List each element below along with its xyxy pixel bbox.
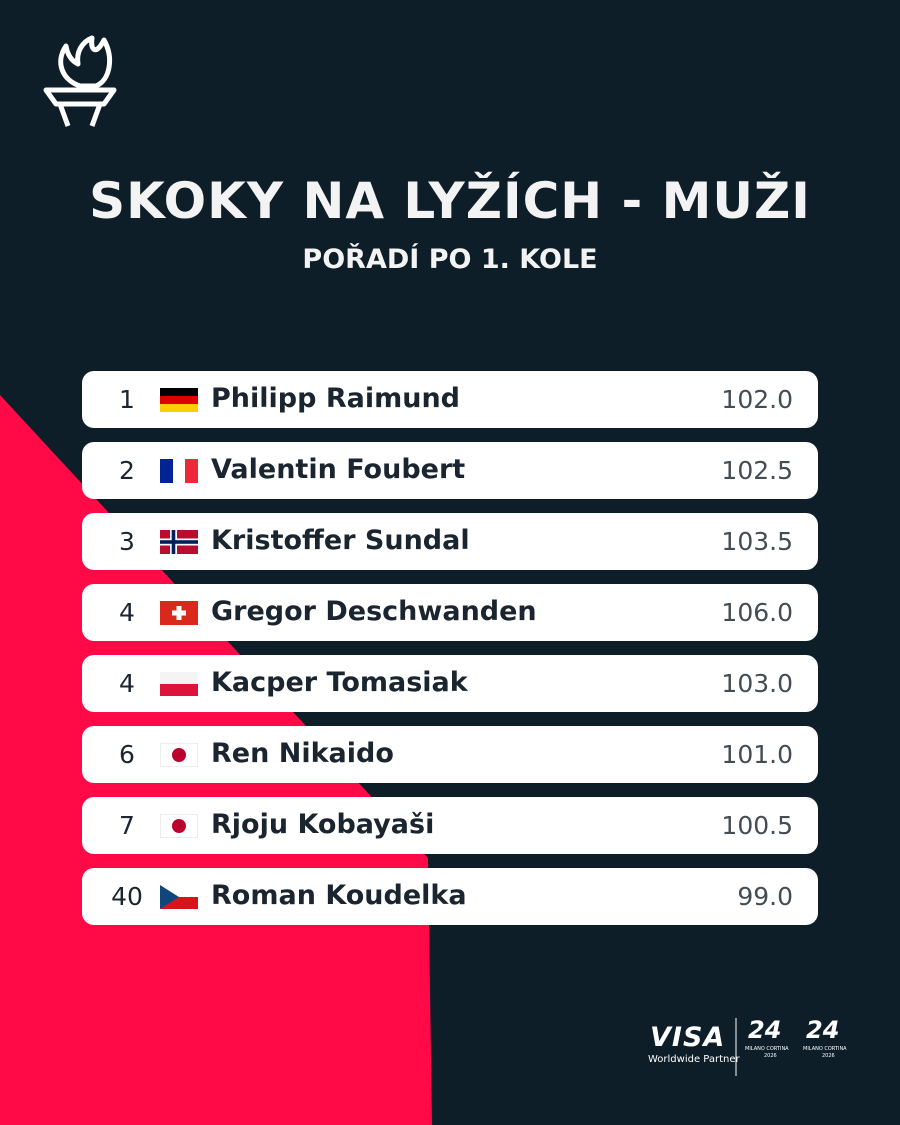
rank: 1 — [119, 385, 135, 414]
flag — [160, 388, 198, 416]
distance: 102.5 — [721, 456, 793, 485]
athlete-name: Philipp Raimund — [211, 383, 460, 414]
table-row: 3 Kristoffer Sundal 103.5 — [82, 513, 818, 570]
flag-icon — [160, 672, 198, 696]
flag — [160, 530, 198, 558]
flag-icon — [160, 459, 198, 483]
flag — [160, 459, 198, 487]
table-row: 1 Philipp Raimund 102.0 — [82, 371, 818, 428]
rank: 7 — [119, 811, 135, 840]
athlete-name: Kacper Tomasiak — [211, 667, 468, 698]
flag — [160, 672, 198, 700]
flag-icon — [160, 601, 198, 625]
flag-icon — [159, 813, 199, 839]
logo-year: 2026 — [764, 1053, 777, 1059]
flag — [160, 601, 198, 629]
rank: 4 — [119, 669, 135, 698]
table-row: 6 Ren Nikaido 101.0 — [82, 726, 818, 783]
rank: 40 — [111, 882, 143, 911]
sponsor-tag: Worldwide Partner — [648, 1054, 740, 1065]
flag-icon — [160, 885, 198, 909]
flag-icon — [159, 742, 199, 768]
table-row: 7 Rjoju Kobayaši 100.5 — [82, 797, 818, 854]
rank: 2 — [119, 456, 135, 485]
title: SKOKY NA LYŽÍCH - MUŽI — [89, 172, 811, 230]
table-row: 4 Kacper Tomasiak 103.0 — [82, 655, 818, 712]
distance: 101.0 — [721, 740, 793, 769]
distance: 103.5 — [721, 527, 793, 556]
athlete-name: Roman Koudelka — [211, 880, 467, 911]
distance: 99.0 — [737, 882, 793, 911]
athlete-name: Rjoju Kobayaši — [211, 809, 435, 840]
flag — [159, 813, 199, 842]
flag — [159, 742, 199, 771]
distance: 100.5 — [721, 811, 793, 840]
table-row: 4 Gregor Deschwanden 106.0 — [82, 584, 818, 641]
athlete-name: Ren Nikaido — [211, 738, 394, 769]
rank: 6 — [119, 740, 135, 769]
subtitle: POŘADÍ PO 1. KOLE — [302, 244, 598, 275]
distance: 103.0 — [721, 669, 793, 698]
rank: 3 — [119, 527, 135, 556]
athlete-name: Kristoffer Sundal — [211, 525, 470, 556]
logo-mark: 24 — [748, 1016, 782, 1044]
table-row: 2 Valentin Foubert 102.5 — [82, 442, 818, 499]
logo-mark: 24 — [806, 1016, 840, 1044]
distance: 102.0 — [721, 385, 793, 414]
logo-text: MILANO CORTINA — [803, 1046, 847, 1052]
rank: 4 — [119, 598, 135, 627]
flag — [160, 885, 198, 913]
torch-icon — [43, 35, 117, 127]
flag-icon — [160, 388, 198, 412]
distance: 106.0 — [721, 598, 793, 627]
sponsor: VISA — [650, 1022, 726, 1053]
flag-icon — [160, 530, 198, 554]
logo-text: MILANO CORTINA — [745, 1046, 789, 1052]
athlete-name: Gregor Deschwanden — [211, 596, 537, 627]
athlete-name: Valentin Foubert — [211, 454, 466, 485]
table-row: 40 Roman Koudelka 99.0 — [82, 868, 818, 925]
logo-year: 2026 — [822, 1053, 835, 1059]
